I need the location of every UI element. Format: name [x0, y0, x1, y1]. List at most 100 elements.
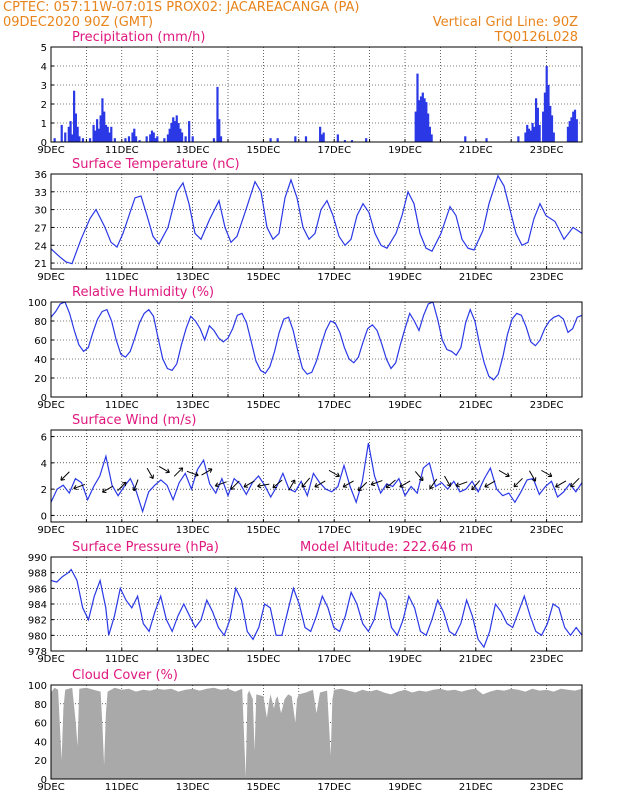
- wind-arrow-head: [399, 483, 402, 488]
- wind-arrow: [429, 478, 438, 490]
- wind-arrow: [173, 467, 184, 477]
- precip-bar: [67, 126, 70, 142]
- precip-bar: [365, 138, 368, 142]
- precip-bar: [336, 134, 339, 142]
- wind-arrow-head: [243, 483, 247, 488]
- x-tick-label: 21DEC: [459, 525, 493, 536]
- wind-arrow-head: [357, 486, 360, 491]
- header-grid-line: Vertical Grid Line: 90Z: [432, 15, 578, 30]
- x-tick-label: 9DEC: [37, 400, 64, 411]
- precip-bar: [294, 136, 297, 142]
- wind-arrow: [201, 468, 213, 476]
- wind-arrow-head: [370, 481, 374, 485]
- precip-bar: [134, 136, 138, 142]
- wind-arrow-head: [60, 479, 65, 481]
- precip-bar: [428, 126, 431, 142]
- wind-arrow-head: [214, 482, 219, 487]
- precip-bar: [154, 138, 157, 142]
- precip-bar: [104, 124, 108, 142]
- precip-bar: [543, 92, 547, 142]
- wind-arrow: [102, 485, 114, 493]
- x-tick-label: 11DEC: [105, 654, 139, 665]
- precip-bar: [94, 130, 97, 142]
- wind-arrow: [230, 480, 240, 490]
- precip-bar: [170, 123, 173, 142]
- x-tick-label: 13DEC: [176, 782, 210, 793]
- wind-arrow-head: [429, 486, 434, 490]
- panel-title: Cloud Cover (%): [72, 668, 178, 683]
- precip-bar: [568, 121, 571, 142]
- wind-arrow-head: [215, 485, 220, 488]
- precip-bar: [416, 73, 419, 142]
- precip-bar: [319, 126, 322, 142]
- wind-arrow-head: [133, 488, 138, 492]
- x-tick-label: 23DEC: [530, 654, 564, 665]
- wind-arrow-head: [124, 482, 127, 487]
- wind-arrow-head: [419, 479, 424, 482]
- wind-arrow-head: [342, 483, 346, 488]
- wind-arrow-head: [301, 485, 307, 488]
- x-tick-label: 19DEC: [388, 145, 422, 156]
- precip-bar: [184, 136, 187, 142]
- x-tick-label: 9DEC: [37, 525, 64, 536]
- wind-arrow-head: [455, 485, 461, 488]
- wind-arrow-head: [385, 483, 388, 488]
- wind-arrow: [215, 481, 227, 487]
- wind-arrow: [498, 469, 510, 477]
- precip-bar: [343, 140, 347, 142]
- precip-bar: [485, 138, 488, 142]
- y-tick-label: 6: [41, 433, 47, 444]
- x-tick-label: 15DEC: [247, 400, 281, 411]
- series-line: [51, 568, 582, 649]
- precip-bar: [430, 134, 433, 142]
- panel-1: 9DEC 11DEC 13DEC 15DEC 17DEC 19DEC 21DEC 23DEC 2…: [34, 157, 583, 283]
- wind-arrow-head: [272, 483, 275, 488]
- panel-title: Relative Humidity (%): [72, 285, 214, 300]
- precip-bar: [573, 109, 577, 142]
- y-tick-label: 30: [34, 206, 47, 217]
- precip-bar: [542, 111, 545, 142]
- wind-arrow: [73, 483, 86, 490]
- x-tick-label: 21DEC: [459, 782, 493, 793]
- precip-bar: [74, 113, 77, 142]
- x-tick-label: 13DEC: [176, 272, 210, 283]
- wind-arrow: [158, 465, 170, 473]
- precip-bar: [464, 136, 467, 142]
- precip-bar: [534, 98, 538, 142]
- precip-bar: [188, 121, 191, 142]
- y-tick-label: 2: [41, 485, 47, 496]
- y-tick-label: 982: [28, 616, 47, 627]
- wind-arrow: [455, 481, 468, 487]
- plot-frame: [50, 301, 583, 398]
- x-tick-label: 15DEC: [247, 525, 281, 536]
- plot-frame: [50, 173, 583, 270]
- wind-arrow: [133, 479, 139, 492]
- y-tick-label: 0: [41, 775, 47, 786]
- wind-arrow: [301, 477, 311, 488]
- wind-arrow: [399, 480, 411, 488]
- plot-frame: [50, 556, 583, 652]
- wind-arrow-head: [358, 489, 363, 492]
- y-tick-label: 80: [34, 700, 47, 711]
- x-tick-label: 15DEC: [247, 145, 281, 156]
- x-tick-label: 11DEC: [105, 782, 139, 793]
- wind-arrow-head: [570, 485, 575, 488]
- precip-bar: [414, 111, 417, 142]
- wind-arrow: [555, 480, 567, 488]
- x-tick-label: 13DEC: [176, 145, 210, 156]
- precip-bar: [173, 121, 177, 142]
- precip-bar: [177, 123, 180, 142]
- series-group: [51, 687, 582, 779]
- header-model: TQ0126L028: [494, 30, 578, 45]
- x-tick-label: 21DEC: [459, 654, 493, 665]
- y-tick-label: 988: [28, 569, 47, 580]
- panel-title: Precipitation (mm/h): [72, 30, 205, 45]
- wind-arrow-head: [507, 472, 510, 477]
- x-tick-label: 23DEC: [530, 782, 564, 793]
- precip-bar: [149, 134, 152, 142]
- x-tick-label: 17DEC: [317, 400, 351, 411]
- precip-bar: [108, 132, 111, 142]
- wind-arrow: [444, 475, 451, 487]
- precip-bar: [566, 126, 570, 142]
- x-tick-label: 13DEC: [176, 400, 210, 411]
